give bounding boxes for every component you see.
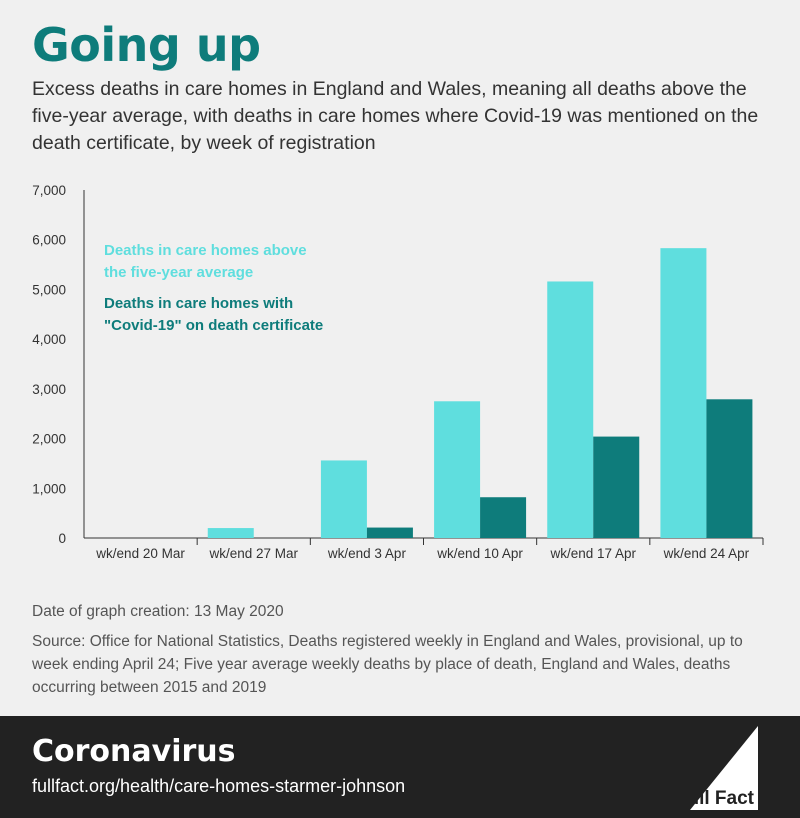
y-tick-label: 5,000	[32, 282, 66, 297]
y-tick-label: 1,000	[32, 481, 66, 496]
bar-above-average	[547, 281, 594, 538]
footer: Coronavirus fullfact.org/health/care-hom…	[0, 716, 800, 818]
y-tick-label: 3,000	[32, 382, 66, 397]
legend-label: Deaths in care homes above	[104, 242, 307, 259]
y-tick-label: 6,000	[32, 233, 66, 248]
x-tick-label: wk/end 10 Apr	[436, 546, 523, 561]
y-tick-label: 0	[58, 531, 66, 546]
bar-above-average	[660, 248, 707, 538]
legend-label: the five-year average	[104, 264, 253, 281]
full-fact-logo: Full Fact	[690, 726, 758, 810]
y-tick-label: 7,000	[32, 183, 66, 198]
bar-above-average	[320, 460, 367, 538]
source-note: Source: Office for National Statistics, …	[32, 633, 743, 696]
bar-covid-19	[706, 399, 753, 538]
footer-url[interactable]: fullfact.org/health/care-homes-starmer-j…	[32, 776, 406, 796]
x-tick-label: wk/end 20 Mar	[95, 546, 185, 561]
bar-covid-19	[366, 527, 413, 538]
x-tick-label: wk/end 3 Apr	[327, 546, 407, 561]
x-tick-label: wk/end 17 Apr	[549, 546, 636, 561]
x-tick-label: wk/end 27 Mar	[208, 546, 298, 561]
bar-covid-19	[480, 497, 527, 538]
x-tick-label: wk/end 24 Apr	[663, 546, 750, 561]
legend-label: Deaths in care homes with	[104, 295, 293, 312]
y-tick-label: 2,000	[32, 432, 66, 447]
bar-chart: 0 1,000 2,000 3,000 4,000 5,000 6,000 7,000 wk/e…	[32, 183, 764, 561]
bar-above-average	[207, 528, 254, 538]
date-note: Date of graph creation: 13 May 2020	[32, 603, 284, 620]
chart-subtitle: Excess deaths in care homes in England a…	[32, 78, 759, 154]
y-tick-label: 4,000	[32, 332, 66, 347]
footer-title: Coronavirus	[32, 734, 236, 769]
chart-title: Going up	[32, 18, 261, 72]
bar-above-average	[434, 401, 481, 538]
legend-label: "Covid-19" on death certificate	[104, 317, 323, 334]
logo-text: Full Fact	[690, 788, 755, 809]
logo-triangle	[690, 726, 758, 810]
bar-covid-19	[593, 436, 640, 538]
